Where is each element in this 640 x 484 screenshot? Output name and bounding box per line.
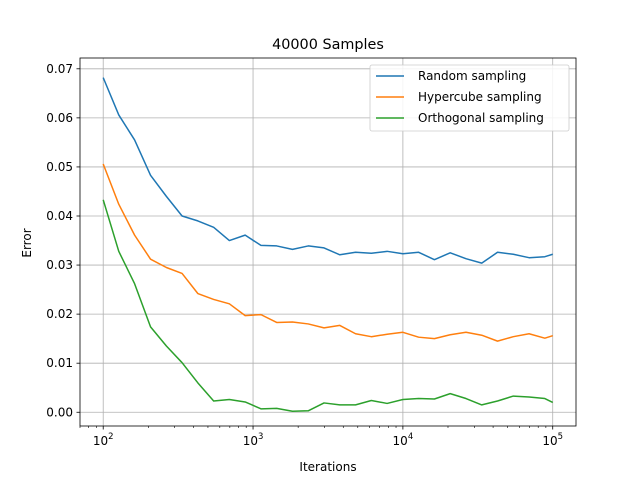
- legend-label: Orthogonal sampling: [418, 111, 544, 125]
- series-line-orthogonal-sampling: [102, 199, 554, 413]
- y-tick-label: 0.04: [46, 209, 73, 223]
- series-line-random-sampling: [102, 77, 553, 264]
- x-tick-label: 102: [93, 432, 114, 448]
- legend-box: [369, 64, 570, 132]
- y-tick-label: 0.07: [46, 62, 73, 76]
- series-line-hypercube-sampling: [102, 163, 553, 342]
- y-axis-label: Error: [20, 228, 34, 257]
- x-tick-label: 103: [243, 432, 264, 448]
- y-tick-label: 0.02: [46, 307, 73, 321]
- legend-label: Random sampling: [418, 69, 526, 83]
- legend: Random sampling Hypercube sampling Orthogo…: [369, 64, 570, 132]
- x-tick-label: 104: [393, 432, 414, 448]
- y-tick-label: 0.00: [46, 405, 73, 419]
- legend-label: Hypercube sampling: [418, 90, 542, 104]
- y-tick-label: 0.01: [46, 356, 73, 370]
- y-tick-label: 0.05: [46, 160, 73, 174]
- x-tick-label: 105: [542, 432, 563, 448]
- chart-title: 40000 Samples: [272, 37, 384, 53]
- y-tick-label: 0.03: [46, 258, 73, 272]
- y-tick-label: 0.06: [46, 111, 73, 125]
- plot-frame: [79, 57, 577, 427]
- axis-ticks: 102 103 104 105 0.00 0.01 0.02 0.03 0.04 0.05 0.06…: [46, 62, 563, 448]
- series-lines: [102, 77, 554, 413]
- x-axis-label: Iterations: [299, 460, 356, 474]
